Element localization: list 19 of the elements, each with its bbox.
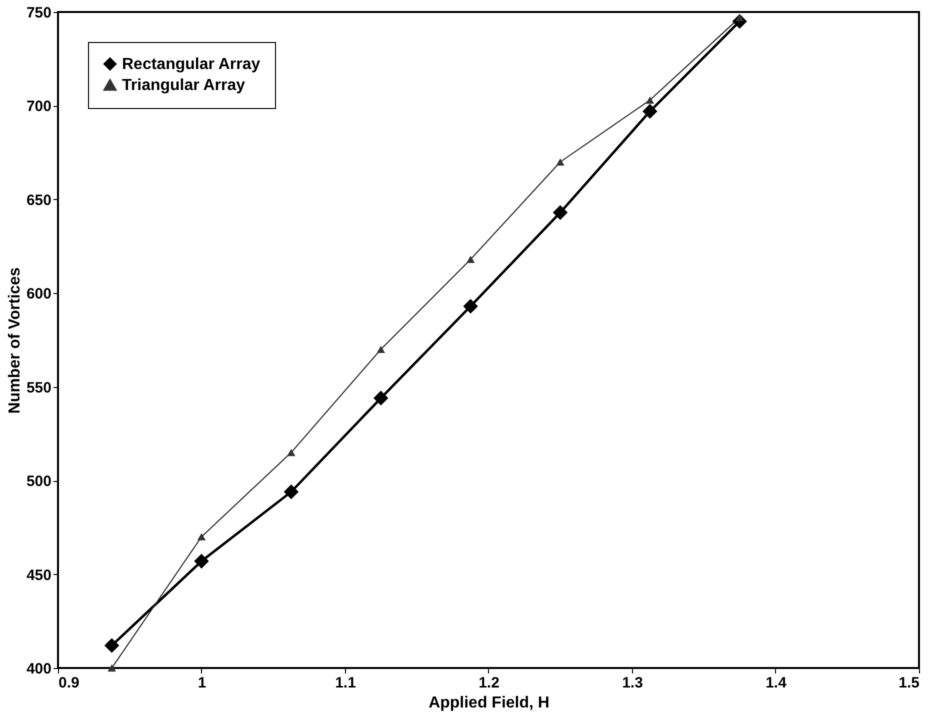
x-tick-label: 1.1 [335,674,356,692]
y-tick-label: 400 [26,660,52,678]
x-tick-label: 1.2 [478,674,500,692]
legend-label: Triangular Array [122,77,246,94]
legend-label: Rectangular Array [122,56,260,73]
y-axis-title: Number of Vortices [6,267,24,414]
y-tick-label: 600 [26,286,52,303]
y-tick-label: 500 [26,473,52,490]
x-tick-label: 1.3 [622,674,643,692]
x-axis-title: Applied Field, H [428,694,550,712]
y-tick-label: 550 [26,379,52,396]
y-tick-label: 450 [26,566,52,584]
y-tick-label: 700 [26,98,52,116]
y-tick-label: 750 [26,4,52,22]
x-tick-label: 1 [198,674,206,692]
y-tick-label: 650 [26,192,52,209]
x-tick-label: 1.4 [766,674,788,692]
x-tick-label: 0.9 [58,674,80,692]
x-tick-label: 1.5 [898,674,920,692]
